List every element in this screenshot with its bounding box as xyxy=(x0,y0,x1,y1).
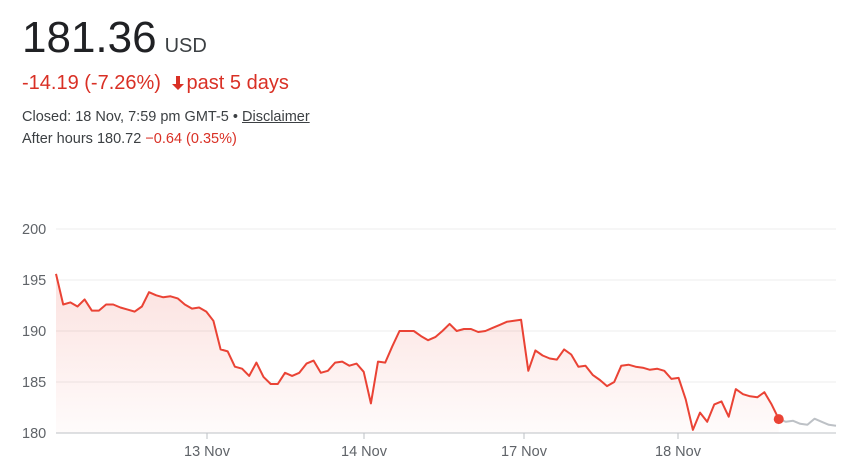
x-tick-label: 14 Nov xyxy=(341,444,388,460)
after-hours-change: −0.64 (0.35%) xyxy=(145,131,237,147)
price-line xyxy=(55,273,780,431)
y-tick-label: 190 xyxy=(22,324,46,340)
y-tick-label: 200 xyxy=(22,222,46,238)
y-tick-label: 185 xyxy=(22,375,46,391)
after-hours-label: After hours 180.72 xyxy=(22,131,142,147)
x-tick-label: 18 Nov xyxy=(655,444,702,460)
price-header: 181.36 USD xyxy=(22,12,207,64)
after-hours-line xyxy=(778,417,837,427)
x-tick-label: 17 Nov xyxy=(501,444,548,460)
arrow-down-icon xyxy=(171,74,185,97)
disclaimer-link[interactable]: Disclaimer xyxy=(242,109,310,125)
y-tick-label: 195 xyxy=(22,273,46,289)
currency-label: USD xyxy=(164,35,207,57)
separator-dot: • xyxy=(232,109,238,125)
price-area xyxy=(56,273,779,433)
last-price-marker xyxy=(773,414,784,425)
price-change: -14.19 (-7.26%) xyxy=(22,72,161,94)
current-price: 181.36 xyxy=(22,13,157,62)
price-change-row: -14.19 (-7.26%) past 5 days xyxy=(22,72,289,97)
closed-label: Closed: 18 Nov, 7:59 pm GMT-5 xyxy=(22,109,229,125)
after-hours-status: After hours 180.72 −0.64 (0.35%) xyxy=(22,131,237,147)
change-period: past 5 days xyxy=(186,72,289,94)
closed-status: Closed: 18 Nov, 7:59 pm GMT-5 • Disclaim… xyxy=(22,109,310,125)
y-tick-label: 180 xyxy=(22,426,46,442)
x-tick-label: 13 Nov xyxy=(184,444,231,460)
